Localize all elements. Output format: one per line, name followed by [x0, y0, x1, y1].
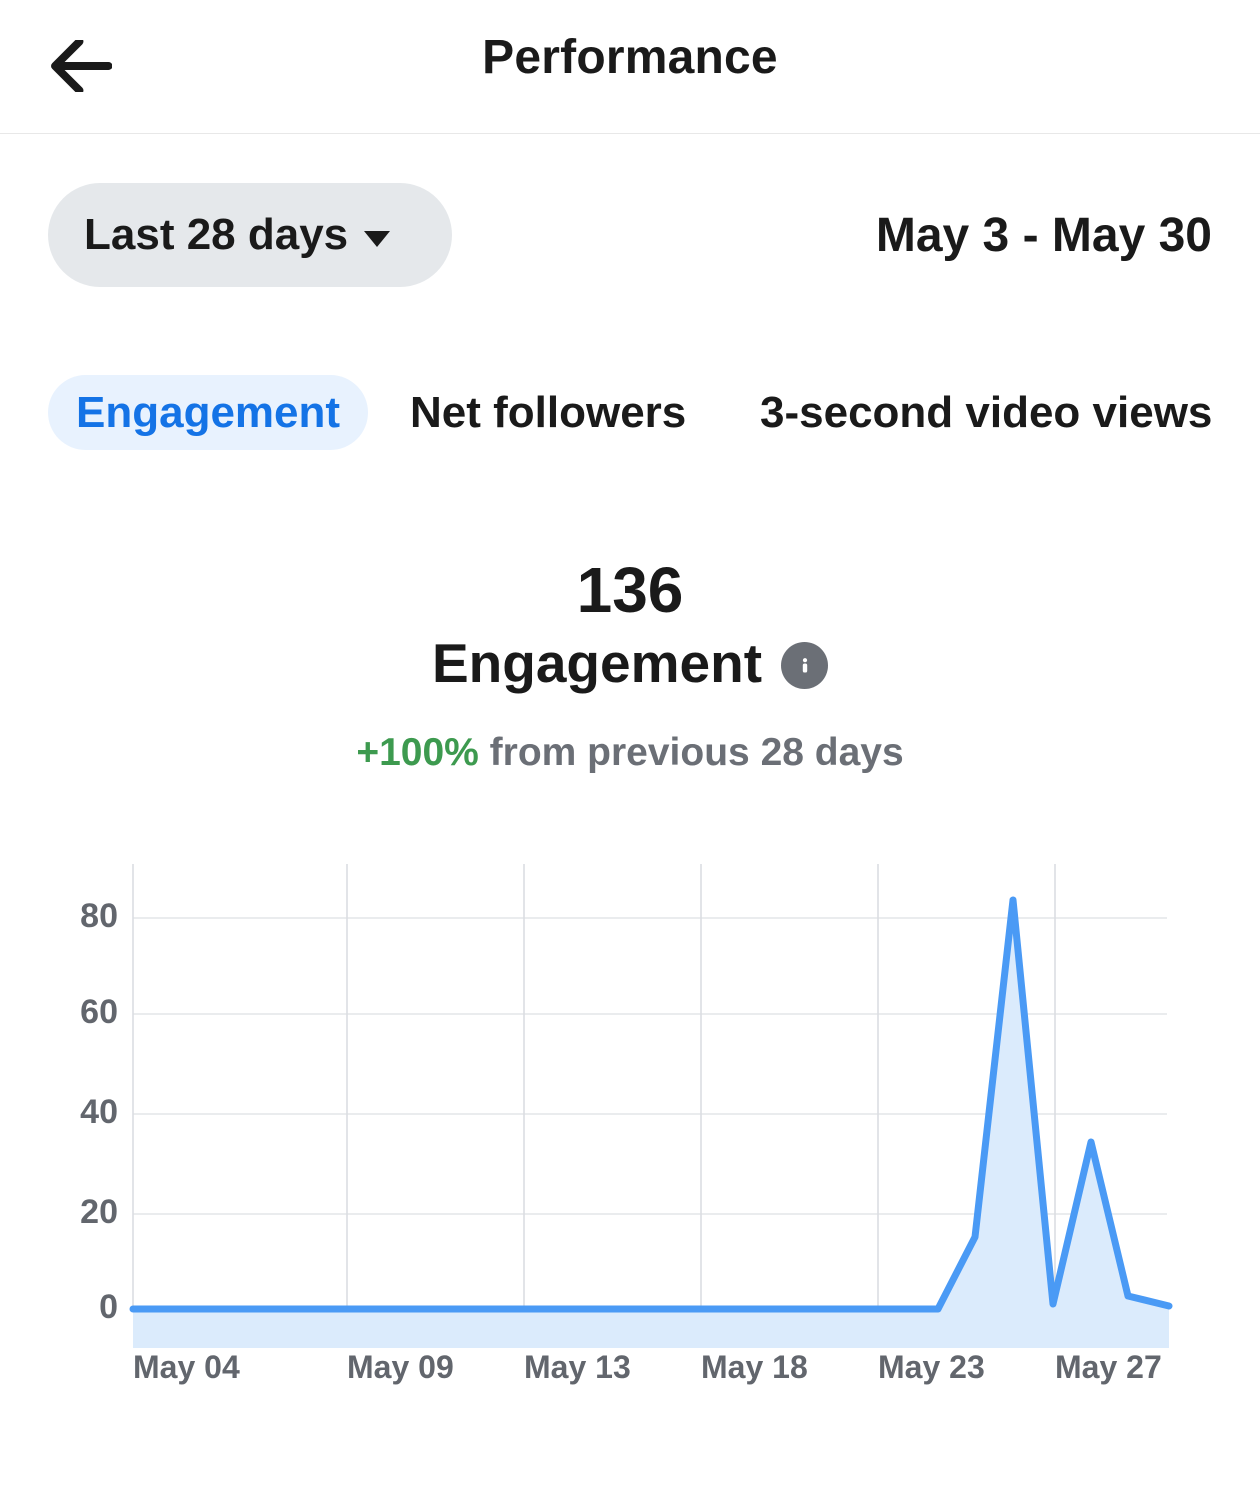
svg-text:60: 60	[80, 993, 118, 1031]
svg-text:May 23: May 23	[878, 1349, 985, 1385]
svg-text:May 13: May 13	[524, 1349, 631, 1385]
svg-text:40: 40	[80, 1093, 118, 1131]
svg-text:20: 20	[80, 1193, 118, 1231]
svg-text:May 04: May 04	[133, 1349, 240, 1385]
svg-text:May 27: May 27	[1055, 1349, 1162, 1385]
svg-text:May 18: May 18	[701, 1349, 808, 1385]
svg-text:0: 0	[99, 1288, 118, 1326]
svg-text:May 09: May 09	[347, 1349, 454, 1385]
svg-text:80: 80	[80, 897, 118, 935]
